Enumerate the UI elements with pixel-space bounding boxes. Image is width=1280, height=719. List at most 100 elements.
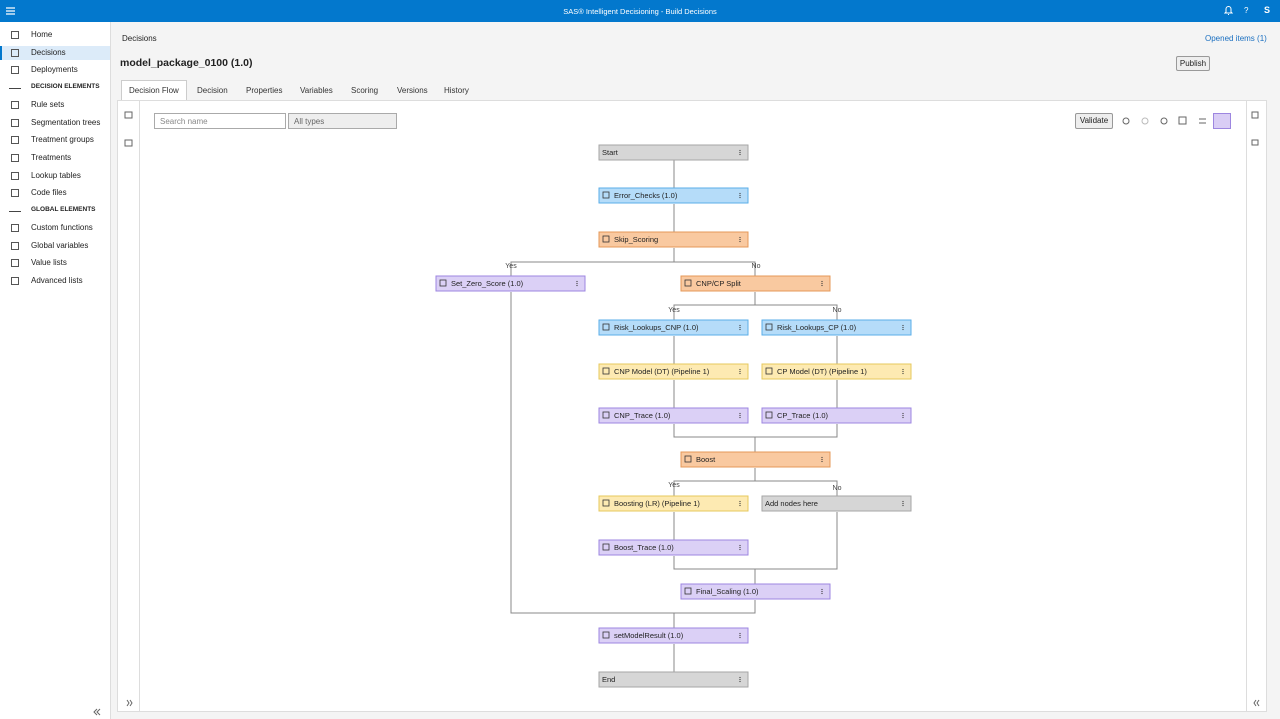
node-menu-dot — [739, 370, 741, 373]
notifications[interactable] — [1224, 6, 1233, 16]
divider — [1246, 101, 1247, 711]
node-icon — [684, 587, 692, 595]
divider — [139, 101, 140, 711]
nav-item[interactable]: Custom functions — [31, 223, 93, 233]
flow-node[interactable]: Boost — [680, 451, 831, 468]
node-label: Set_Zero_Score (1.0) — [451, 279, 524, 288]
nav-item[interactable]: Treatment groups — [31, 135, 94, 145]
nav-icon — [11, 259, 19, 268]
flow-node[interactable]: End — [598, 671, 749, 688]
tab[interactable]: History — [444, 86, 469, 95]
flow-node[interactable]: Set_Zero_Score (1.0) — [435, 275, 586, 292]
search-field[interactable]: Search name — [154, 113, 286, 129]
node-menu-dot — [821, 456, 823, 459]
node-menu-dot — [902, 372, 904, 375]
nav-item[interactable]: Home — [31, 30, 53, 39]
flow-node[interactable]: CP Model (DT) (Pipeline 1) — [761, 363, 912, 380]
nav-item[interactable]: Advanced lists — [31, 275, 83, 285]
node-label: CP Model (DT) (Pipeline 1) — [777, 367, 867, 376]
node-icon — [684, 455, 692, 463]
tab[interactable]: Variables — [300, 86, 333, 95]
object-title: model_package_0100 (1.0) — [120, 57, 253, 69]
node-box — [598, 407, 749, 424]
node-icon — [439, 279, 447, 287]
node-menu-dot — [739, 196, 741, 199]
nav-icon — [11, 101, 19, 110]
flow-node[interactable]: Boosting (LR) (Pipeline 1) — [598, 495, 749, 512]
node-menu-dot — [902, 326, 904, 329]
node-menu-dot — [739, 194, 741, 197]
node-menu-dot — [739, 544, 741, 547]
node-label: CP_Trace (1.0) — [777, 411, 828, 420]
node-box — [598, 231, 749, 248]
node-box — [680, 451, 831, 468]
node-icon — [602, 191, 610, 199]
help[interactable]: ? — [1244, 6, 1249, 15]
nav-item[interactable]: Global variables — [31, 240, 89, 250]
node-menu-dot — [821, 590, 823, 593]
nav-icon — [11, 66, 19, 75]
flow-node[interactable]: Boost_Trace (1.0) — [598, 539, 749, 556]
validate-button[interactable]: Validate — [1075, 113, 1113, 129]
node-box — [761, 407, 912, 424]
node-menu-dot — [902, 328, 904, 331]
node-menu-dot — [739, 238, 741, 241]
flow-node[interactable]: CNP_Trace (1.0) — [598, 407, 749, 424]
node-icon — [602, 411, 610, 419]
flow-node[interactable]: Risk_Lookups_CNP (1.0) — [598, 319, 749, 336]
node-label: CNP_Trace (1.0) — [614, 411, 671, 420]
opened-items[interactable]: Opened items (1) — [1205, 34, 1267, 43]
nav-item[interactable]: Treatments — [31, 152, 72, 162]
tab[interactable]: Versions — [397, 86, 428, 95]
toolbar-icons — [93, 111, 1260, 716]
flow-node[interactable]: CNP Model (DT) (Pipeline 1) — [598, 363, 749, 380]
node-label: Boosting (LR) (Pipeline 1) — [614, 499, 700, 508]
flow-node[interactable]: Error_Checks (1.0) — [598, 187, 749, 204]
user-avatar[interactable]: S — [1264, 5, 1271, 15]
node-label: CNP Model (DT) (Pipeline 1) — [614, 367, 710, 376]
flow-node[interactable]: setModelResult (1.0) — [598, 627, 749, 644]
nav-item[interactable]: Code files — [31, 188, 67, 198]
flow-node[interactable]: Start — [598, 144, 749, 161]
node-menu-dot — [821, 592, 823, 595]
nav-item[interactable]: Deployments — [31, 65, 78, 75]
node-menu-dot — [902, 500, 904, 503]
node-menu-dot — [739, 504, 741, 507]
flow-node[interactable]: CNP/CP Split — [680, 275, 831, 292]
node-menu-dot — [739, 414, 741, 417]
branch-label: Yes — [505, 263, 517, 270]
node-menu-dot — [739, 328, 741, 331]
node-menu-dot — [739, 151, 741, 154]
flow-node[interactable]: Risk_Lookups_CP (1.0) — [761, 319, 912, 336]
node-menu-dot — [739, 680, 741, 683]
node-label: Start — [602, 148, 619, 157]
connectors — [510, 160, 838, 672]
node-box — [598, 319, 749, 336]
node-menu-dot — [739, 634, 741, 637]
node-icon — [602, 631, 610, 639]
node-menu-dot — [821, 284, 823, 287]
flow-node[interactable]: Skip_Scoring — [598, 231, 749, 248]
publish-button[interactable]: Publish — [1176, 56, 1210, 71]
tab[interactable]: Decision — [197, 86, 228, 95]
nav-item[interactable]: Lookup tables — [31, 170, 81, 180]
node-label: Risk_Lookups_CP (1.0) — [777, 323, 857, 332]
branch-label: No — [752, 263, 761, 270]
node-menu-dot — [739, 192, 741, 195]
node-icon — [602, 323, 610, 331]
type-filter[interactable]: All types — [288, 113, 397, 129]
node-menu-dot — [739, 500, 741, 503]
tab[interactable]: Scoring — [351, 86, 379, 95]
overview-toggle[interactable] — [1213, 113, 1231, 129]
tab[interactable]: Properties — [246, 86, 283, 95]
flow-node[interactable]: CP_Trace (1.0) — [761, 407, 912, 424]
nav-item[interactable]: Value lists — [31, 258, 67, 268]
flow-node[interactable]: Add nodes here — [761, 495, 912, 512]
breadcrumb[interactable]: Decisions — [122, 34, 157, 43]
flow-node[interactable]: Final_Scaling (1.0) — [680, 583, 831, 600]
menu-button[interactable] — [6, 7, 15, 15]
tab[interactable]: Decision Flow — [129, 86, 179, 95]
nav-item[interactable]: Decisions — [31, 47, 66, 57]
nav-item[interactable]: Rule sets — [31, 100, 65, 110]
nav-item[interactable]: Segmentation trees — [31, 117, 101, 127]
